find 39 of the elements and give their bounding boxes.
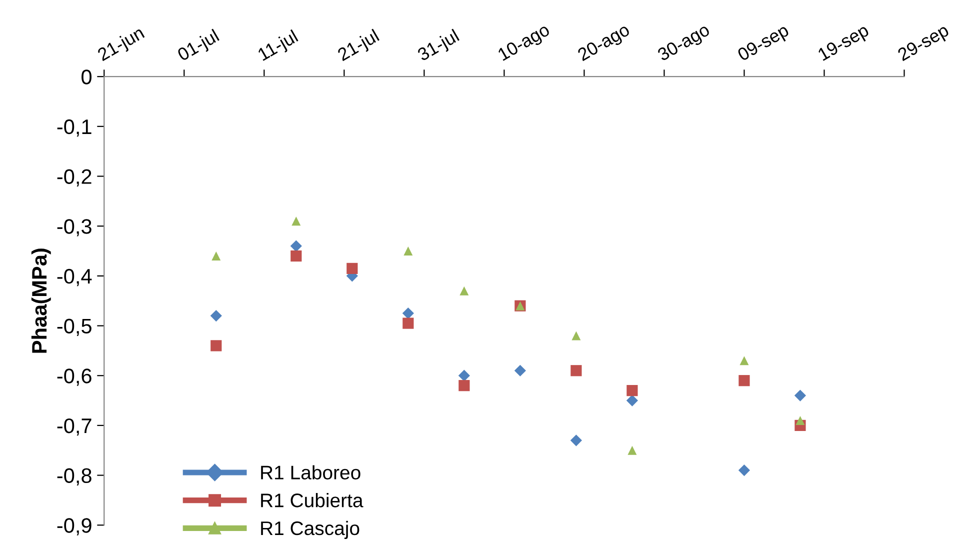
- point: [290, 250, 302, 262]
- point: [402, 318, 414, 329]
- y-tick-label: -0,1: [57, 119, 92, 137]
- y-tick-label: -0,2: [57, 169, 92, 186]
- point: [740, 356, 749, 366]
- point: [458, 380, 470, 392]
- y-tick-label: -0,5: [57, 318, 92, 336]
- point: [290, 240, 302, 252]
- y-tick-label: -0,6: [57, 368, 92, 386]
- point: [626, 385, 638, 396]
- point: [210, 310, 222, 322]
- legend-label: R1 Cascajo: [261, 520, 360, 540]
- legend-label: R1 Laboreo: [261, 465, 360, 480]
- point: [458, 370, 470, 382]
- y-tick-label: -0,4: [57, 268, 92, 286]
- point: [404, 246, 413, 256]
- point: [212, 251, 221, 260]
- point: [346, 262, 358, 274]
- point: [514, 364, 526, 376]
- y-tick-label: -0,8: [57, 468, 92, 486]
- point: [292, 216, 301, 226]
- point: [570, 365, 582, 376]
- point: [460, 286, 469, 296]
- point: [572, 331, 581, 340]
- point: [210, 340, 222, 352]
- point: [628, 446, 637, 455]
- y-axis-title: Phaa(MPa): [31, 248, 51, 353]
- point: [626, 394, 638, 406]
- y-tick-label: -0,7: [57, 418, 92, 436]
- point: [738, 375, 750, 386]
- point: [794, 390, 806, 402]
- point: [738, 464, 750, 476]
- point: [796, 416, 805, 425]
- y-tick-label: -0,9: [57, 518, 92, 536]
- y-tick-label: -0,3: [57, 219, 92, 236]
- y-tick-label: 0: [82, 70, 92, 84]
- legend-label: R1 Cubierta: [261, 493, 364, 508]
- point: [570, 434, 582, 446]
- point: [402, 308, 414, 320]
